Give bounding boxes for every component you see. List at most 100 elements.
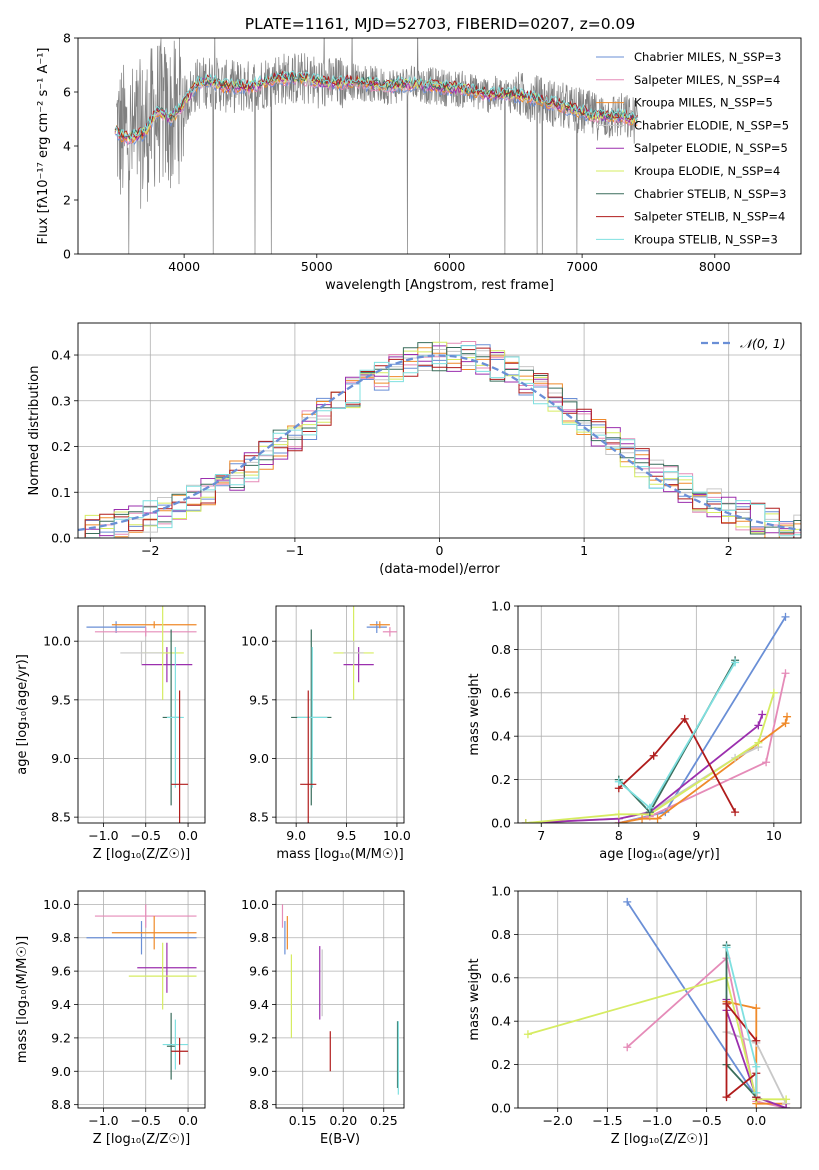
weight-line [725, 947, 758, 1093]
x-axis-label: Z [log₁₀(Z/Z☉)] [611, 1132, 708, 1147]
legend-label: Salpeter ELODIE, N_SSP=5 [634, 141, 788, 155]
spectrum-panel: 4000 5000 6000 7000 8000 0 2 4 6 8 wavelength [Ang… [36, 31, 802, 293]
legend-label: Kroupa STELIB, N_SSP=3 [634, 232, 778, 246]
model-spectrum [114, 74, 638, 141]
x-tick-label: 0.20 [329, 1113, 357, 1128]
axes-frame [275, 605, 405, 824]
x-tick-label: 6000 [434, 259, 466, 274]
y-tick-label: 9.0 [51, 751, 71, 766]
legend-label: Salpeter STELIB, N_SSP=4 [634, 210, 785, 224]
y-tick-label: 0.6 [491, 970, 511, 985]
x-tick-label: −1.5 [592, 1113, 622, 1128]
weight-line [618, 717, 736, 813]
weight-marker [680, 714, 689, 723]
x-tick-label: 2 [725, 543, 733, 558]
legend-label: Chabrier ELODIE, N_SSP=5 [634, 118, 789, 132]
x-tick-label: 0.15 [289, 1113, 317, 1128]
x-axis-label: age [log₁₀(age/yr)] [599, 847, 720, 862]
y-tick-label: 10.0 [43, 897, 71, 912]
residual-histogram-panel: −2 −1 0 1 2 0.0 0.1 0.2 0.3 0.4 (data-model)/error… [27, 322, 802, 577]
age-vs-mass-panel: 9.0 9.5 10.0 8.5 9.0 9.5 10.0 mass [log₁₀(M/M☉)… [241, 605, 411, 862]
y-tick-label: 9.0 [249, 1064, 269, 1079]
plot-area [276, 891, 404, 1108]
weight-line [626, 956, 787, 1108]
weight-marker [722, 999, 731, 1008]
x-tick-label: 9 [692, 828, 700, 843]
axes-frame [77, 37, 802, 255]
residual-histogram [78, 347, 801, 538]
y-tick-label: 8 [63, 31, 71, 46]
legend-label: Chabrier MILES, N_SSP=3 [634, 50, 781, 64]
weight-marker [754, 721, 763, 730]
y-tick-label: 0.4 [491, 729, 511, 744]
x-tick-label: 7 [537, 828, 545, 843]
mass-vs-metallicity-panel: −1.0 −0.5 0.0 8.8 9.0 9.2 9.4 9.6 9.8 10.0 Z [log₁… [15, 890, 206, 1147]
x-tick-label: 0.25 [370, 1113, 398, 1128]
legend-label: 𝒩(0, 1) [740, 336, 786, 351]
x-tick-label: −2 [141, 543, 159, 558]
weight-marker [623, 1043, 632, 1052]
axes-frame [275, 890, 405, 1109]
plot-area [78, 323, 801, 538]
model-spectrum [114, 74, 638, 144]
spectrum-legend: Chabrier MILES, N_SSP=3 Salpeter MILES, N… [596, 50, 789, 246]
x-tick-label: −0.5 [131, 828, 161, 843]
y-tick-label: 10.0 [241, 634, 269, 649]
y-axis-label: mass [log₁₀(M/M☉)] [15, 936, 30, 1063]
x-axis-label: mass [log₁₀(M/M☉)] [276, 847, 403, 862]
x-tick-label: 1 [580, 543, 588, 558]
legend-label: Kroupa ELODIE, N_SSP=4 [634, 164, 780, 178]
plot-area [78, 891, 205, 1108]
y-tick-label: 0.0 [491, 816, 511, 831]
y-tick-label: 9.6 [249, 964, 269, 979]
y-tick-label: 4 [63, 139, 71, 154]
weight-line [527, 976, 787, 1101]
y-axis-label: mass weight [467, 673, 482, 755]
y-tick-label: 6 [63, 85, 71, 100]
y-axis-label: Flux [fλ10⁻¹⁷ erg cm⁻² s⁻¹ A⁻¹] [36, 48, 51, 245]
model-spectrum [114, 72, 638, 142]
legend-label: Salpeter MILES, N_SSP=4 [634, 73, 780, 87]
legend-label: Kroupa MILES, N_SSP=5 [634, 96, 773, 110]
y-tick-label: 9.2 [249, 1030, 269, 1045]
x-tick-label: 10 [766, 828, 782, 843]
x-tick-label: 4000 [168, 259, 200, 274]
y-tick-label: 0.8 [491, 927, 511, 942]
y-tick-label: 9.4 [51, 997, 71, 1012]
y-tick-label: 1.0 [491, 599, 511, 614]
weight-marker [521, 819, 530, 823]
weight-marker [758, 710, 767, 719]
weight-line [525, 692, 775, 823]
weight-marker [653, 814, 662, 823]
axes-frame [517, 605, 802, 824]
y-tick-label: 8.8 [51, 1097, 71, 1112]
weight-marker [782, 1095, 791, 1104]
weight-marker [754, 738, 763, 747]
x-tick-label: −1.0 [88, 1113, 118, 1128]
weight-marker [523, 1030, 532, 1039]
y-tick-label: 0.6 [491, 685, 511, 700]
weight-marker [762, 758, 771, 767]
residual-histogram [78, 341, 801, 538]
weight-marker [752, 1004, 761, 1013]
plot-area [78, 606, 205, 823]
weight-marker [783, 712, 792, 721]
y-tick-label: 0.2 [491, 772, 511, 787]
weight-vs-metallicity-panel: −2.0 −1.5 −1.0 −0.5 0.0 0.0 0.2 0.4 0.6 0.8 1.0 Z [… [467, 884, 802, 1147]
x-tick-label: 8000 [699, 259, 731, 274]
axes-frame [77, 605, 206, 824]
observed-spectrum [116, 38, 639, 254]
x-tick-label: −0.5 [131, 1113, 161, 1128]
y-tick-label: 0.0 [491, 1101, 511, 1116]
weight-marker [623, 897, 632, 906]
y-tick-label: 0.8 [491, 642, 511, 657]
x-tick-label: −1 [286, 543, 304, 558]
y-axis-label: mass weight [467, 958, 482, 1040]
x-tick-label: −2.0 [543, 1113, 573, 1128]
plot-area [276, 606, 404, 823]
axes-frame [517, 890, 802, 1109]
legend-label: Chabrier STELIB, N_SSP=3 [634, 187, 786, 201]
mass-vs-extinction-panel: 0.15 0.20 0.25 8.8 9.0 9.2 9.4 9.6 9.8 10.0 E(B-V) [241, 890, 405, 1147]
weight-marker [731, 808, 740, 817]
plot-area [518, 606, 801, 823]
